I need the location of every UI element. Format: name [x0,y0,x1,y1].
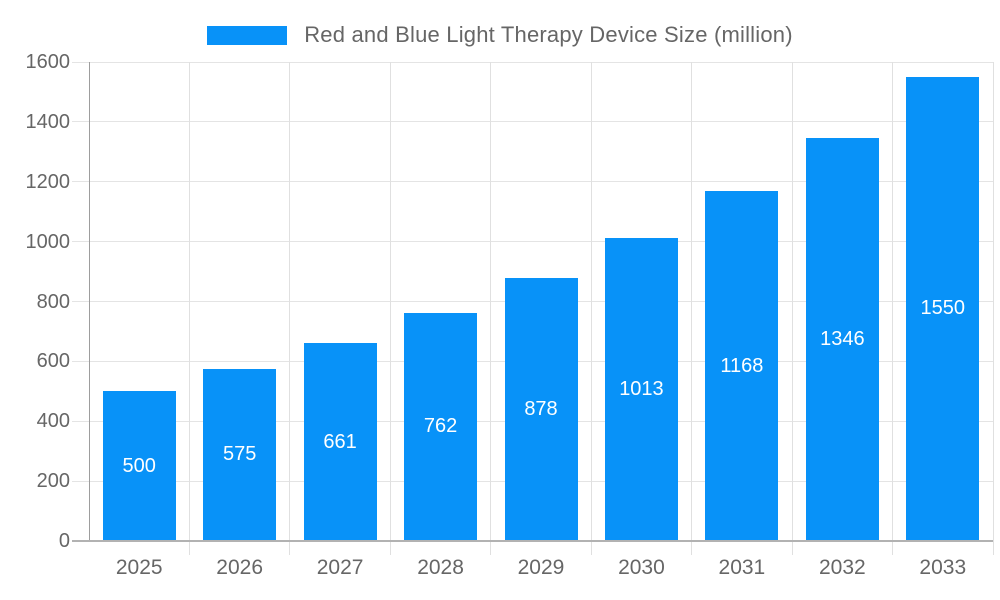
gridline-vertical [691,62,693,555]
x-axis-tick-label: 2025 [115,556,163,579]
y-axis-tick-label: 600 [36,350,70,373]
bar-2027[interactable]: 661 [303,343,377,541]
y-axis-line [89,62,90,541]
x-axis-tick-label: 2028 [417,556,464,579]
gridline-vertical [892,62,894,555]
legend-label: Red and Blue Light Therapy Device Size (… [304,22,793,47]
bar-value-label: 500 [122,454,156,477]
gridline-vertical [791,62,793,555]
bar-value-label: 661 [323,430,357,453]
bar-value-label: 762 [423,415,458,438]
bar-2029[interactable]: 878 [504,278,578,541]
gridline-horizontal [72,241,993,243]
gridline-vertical [289,62,291,555]
gridline-vertical [389,62,391,555]
gridline-vertical [188,62,190,555]
gridline-horizontal [72,181,993,183]
bar-value-label: 1168 [720,354,764,377]
x-axis-tick-label: 2029 [517,556,565,579]
x-axis-line [72,540,993,542]
bar-value-label: 1550 [920,297,966,320]
x-axis-tick-label: 2031 [718,556,766,579]
gridline-vertical [992,62,994,555]
gridline-horizontal [72,61,993,63]
bar-2025[interactable]: 500 [102,391,176,541]
bar-2026[interactable]: 575 [203,368,277,541]
gridline-vertical [590,62,592,555]
bar-2033[interactable]: 1550 [906,76,980,541]
x-axis-tick-label: 2027 [316,556,364,579]
y-axis-tick-label: 1400 [25,110,71,133]
legend[interactable]: Red and Blue Light Therapy Device Size (… [0,22,1000,48]
x-axis-tick-label: 2032 [818,556,866,579]
bar-2028[interactable]: 762 [404,312,478,541]
y-axis-tick-label: 1000 [25,230,71,253]
y-axis-tick-label: 200 [36,470,70,493]
y-axis-tick-label: 1600 [25,51,71,73]
bar-value-label: 878 [524,398,558,421]
x-axis-tick-label: 2026 [216,556,264,579]
gridline-vertical [490,62,492,555]
bar-value-label: 1013 [619,377,664,400]
plot-area: 500 575 661 762 878 1013 1168 1346 1550 [72,61,994,555]
bar-2031[interactable]: 1168 [705,191,779,541]
gridline-horizontal [72,121,993,123]
bar-2030[interactable]: 1013 [604,237,678,541]
x-axis-tick-label: 2033 [919,556,967,579]
y-axis-tick-label: 400 [36,410,70,433]
bar-value-label: 575 [222,443,257,466]
x-axis-tick-label: 2030 [618,556,665,579]
y-axis-tick-label: 0 [58,530,70,552]
y-axis-tick-label: 800 [36,290,70,313]
bar-value-label: 1346 [820,328,865,351]
bar-2032[interactable]: 1346 [805,138,879,541]
y-axis-tick-label: 1200 [25,170,71,193]
legend-swatch-icon [207,25,288,45]
